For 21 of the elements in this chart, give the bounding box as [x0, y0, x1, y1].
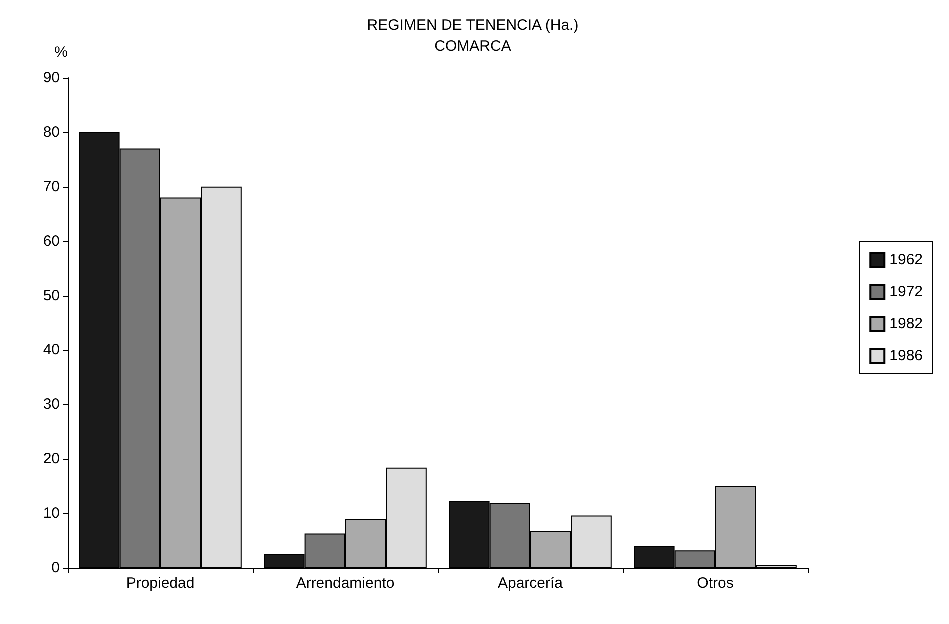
x-tick-label: Otros	[697, 575, 734, 592]
legend-label: 1962	[890, 252, 924, 268]
chart-subtitle: COMARCA	[434, 38, 512, 55]
x-tick-label: Propiedad	[126, 575, 195, 592]
y-tick-label: 80	[43, 124, 60, 141]
y-tick-label: 20	[43, 450, 60, 468]
y-tick-label: 50	[43, 287, 60, 304]
y-tick-label: 10	[43, 505, 60, 522]
y-tick-label: 40	[43, 342, 60, 359]
y-tick-label: 30	[43, 396, 60, 414]
legend-label: 1982	[890, 316, 924, 332]
x-tick-label: Arrendamiento	[296, 575, 395, 592]
y-axis-title: %	[54, 44, 68, 61]
legend-label: 1986	[890, 348, 924, 364]
legend-label: 1972	[890, 284, 924, 300]
y-tick-label: 70	[43, 178, 60, 196]
y-tick-label: 90	[43, 70, 60, 86]
chart-title: REGIMEN DE TENENCIA (Ha.)	[367, 17, 579, 34]
y-tick-label: 0	[52, 560, 60, 576]
x-tick-label: Aparcería	[498, 575, 564, 592]
y-tick-label: 60	[43, 232, 60, 250]
